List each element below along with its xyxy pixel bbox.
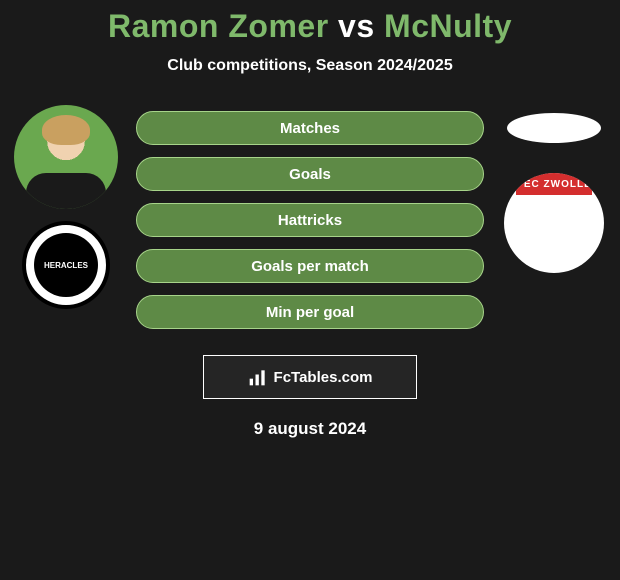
player1-hair — [42, 115, 90, 145]
stats-column: Matches Goals Hattricks Goals per match Min … — [136, 111, 484, 329]
peczwolle-band-text: PEC ZWOLLE — [516, 173, 592, 195]
left-column: HERACLES — [6, 105, 126, 309]
stat-pill: Goals per match — [136, 249, 484, 283]
stat-pill: Matches — [136, 111, 484, 145]
page-title: Ramon Zomer vs McNulty — [0, 8, 620, 45]
right-column: PEC ZWOLLE — [494, 105, 614, 273]
player1-jersey — [26, 173, 106, 209]
comparison-card: Ramon Zomer vs McNulty Club competitions… — [0, 0, 620, 439]
player1-photo — [14, 105, 118, 209]
stat-pill: Goals — [136, 157, 484, 191]
stat-pill: Hattricks — [136, 203, 484, 237]
stat-label: Goals — [289, 166, 331, 183]
player1-club-logo: HERACLES — [22, 221, 110, 309]
stat-label: Matches — [280, 120, 340, 137]
stat-label: Goals per match — [251, 258, 369, 275]
title-player2: McNulty — [384, 8, 512, 44]
stat-label: Hattricks — [278, 212, 342, 229]
brand-text: FcTables.com — [274, 369, 373, 386]
title-player1: Ramon Zomer — [108, 8, 329, 44]
chart-icon — [248, 367, 268, 387]
stat-pill: Min per goal — [136, 295, 484, 329]
peczwolle-grid — [545, 195, 563, 253]
subtitle: Club competitions, Season 2024/2025 — [0, 57, 620, 75]
content-row: HERACLES Matches Goals Hattricks Goals per … — [0, 105, 620, 329]
date-text: 9 august 2024 — [0, 419, 620, 439]
player2-club-logo: PEC ZWOLLE — [504, 173, 604, 273]
player2-photo-placeholder — [507, 113, 601, 143]
stat-label: Min per goal — [266, 304, 354, 321]
title-vs: vs — [329, 8, 384, 44]
brand-badge: FcTables.com — [203, 355, 417, 399]
heracles-badge-text: HERACLES — [34, 233, 98, 297]
